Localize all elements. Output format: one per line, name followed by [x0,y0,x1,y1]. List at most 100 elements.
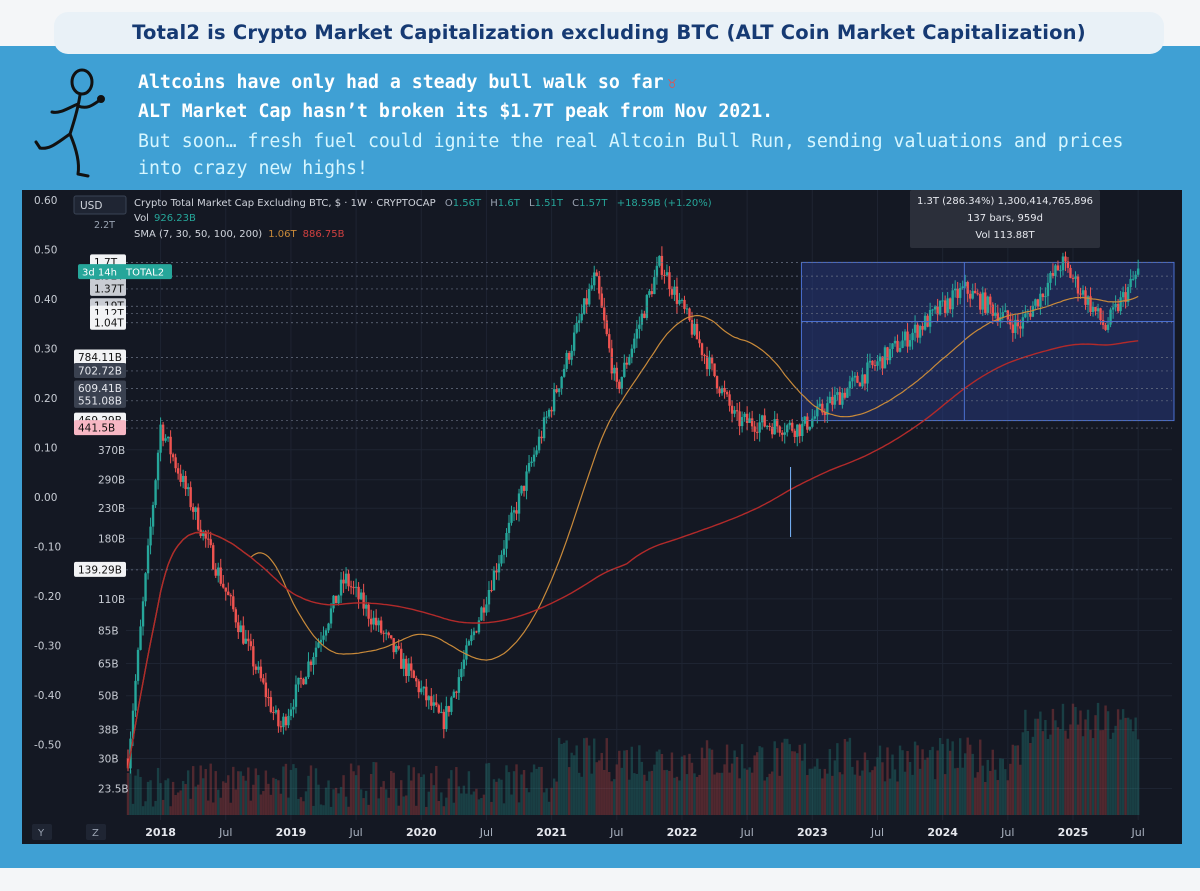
volume-bar [467,771,471,815]
candle [668,272,671,290]
candle [1024,313,1027,318]
candle [1019,326,1022,329]
price-tick-2: 38B [98,724,119,736]
volume-bar [901,750,904,815]
volume-bar [1066,738,1070,815]
candle [131,710,135,739]
volume-bar [893,769,897,815]
volume-bar [472,791,476,815]
volume-bar [921,749,924,815]
volume-bar [392,772,395,815]
time-tick-14: 2025 [1058,826,1089,839]
volume-bar [562,742,566,815]
candle [969,293,972,299]
candle [798,424,801,437]
current-price-tag [78,264,172,280]
candle [871,360,874,366]
candle [996,312,999,322]
candle [811,418,814,427]
candle [249,641,253,647]
candle [269,697,273,713]
volume-bar [735,756,739,815]
volume-bar [948,750,952,815]
candle [723,387,726,392]
volume-bar [540,766,543,815]
volume-bar [836,743,839,815]
volume-bar [745,769,749,815]
candle [532,454,536,462]
volume-bar [1031,736,1035,815]
candle [337,595,340,604]
volume-bar [758,746,761,815]
volume-bar [565,740,568,815]
volume-bar [943,774,947,815]
volume-bar [1094,715,1097,815]
volume-bar [1096,702,1100,815]
z-button[interactable] [86,824,106,840]
volume-bar [204,768,207,815]
candle [733,410,736,414]
volume-bar [357,765,360,815]
candle [487,589,491,605]
candle [778,426,781,433]
volume-bar [572,755,576,815]
time-tick-15: Jul [1131,826,1145,839]
candle [1079,293,1082,295]
currency-button[interactable] [73,195,127,215]
volume-bar [287,797,290,815]
volume-bar [156,767,160,815]
candle [196,507,200,530]
candle [610,348,613,374]
volume-bar [545,788,548,815]
candle [580,313,583,321]
volume-bar [342,775,345,815]
volume-bar [743,768,746,815]
volume-bar [567,767,571,815]
volume-bar [1046,738,1050,815]
volume-bar [159,783,162,815]
volume-bar [395,788,398,815]
candle [1064,256,1067,262]
volume-bar [588,745,591,815]
volume-bar [638,745,641,815]
volume-bar [828,749,832,815]
volume-bar [447,778,451,815]
candle [861,374,864,387]
candle [512,510,516,513]
candle [801,423,804,437]
runner-icon [34,68,105,178]
volume-bar [1124,717,1127,815]
y-button[interactable] [32,824,52,840]
volume-bar [916,745,919,815]
candle [284,716,288,726]
volume-bar [806,775,809,815]
candle [237,622,240,633]
candle [540,436,543,439]
volume-bar [861,770,864,815]
volume-bar [763,780,766,815]
volume-bar [267,783,270,815]
candle [374,617,378,626]
candle [1061,256,1065,271]
time-tick-7: Jul [609,826,623,839]
price-tick-9: 230B [98,503,125,515]
candle [1116,303,1120,312]
candle [1109,309,1112,325]
volume-bar [648,771,651,815]
volume-bar [1131,731,1135,815]
candle [816,406,819,417]
volume-bar [1114,725,1117,815]
candle [620,376,623,389]
volume-bar [507,772,511,815]
candle [415,677,418,682]
volume-bar [344,796,348,815]
volume-bar [462,785,466,815]
volume-bar [442,806,446,815]
candle [1124,292,1127,302]
candle [287,715,290,726]
volume-bar [605,738,608,815]
candle [625,362,629,365]
candle [334,595,338,604]
candle [743,413,746,418]
price-chart[interactable]: 0.60 0.50 0.40 0.30 0.20 0.10 0.00 -0.10 -0.20 -0… [22,190,1182,844]
